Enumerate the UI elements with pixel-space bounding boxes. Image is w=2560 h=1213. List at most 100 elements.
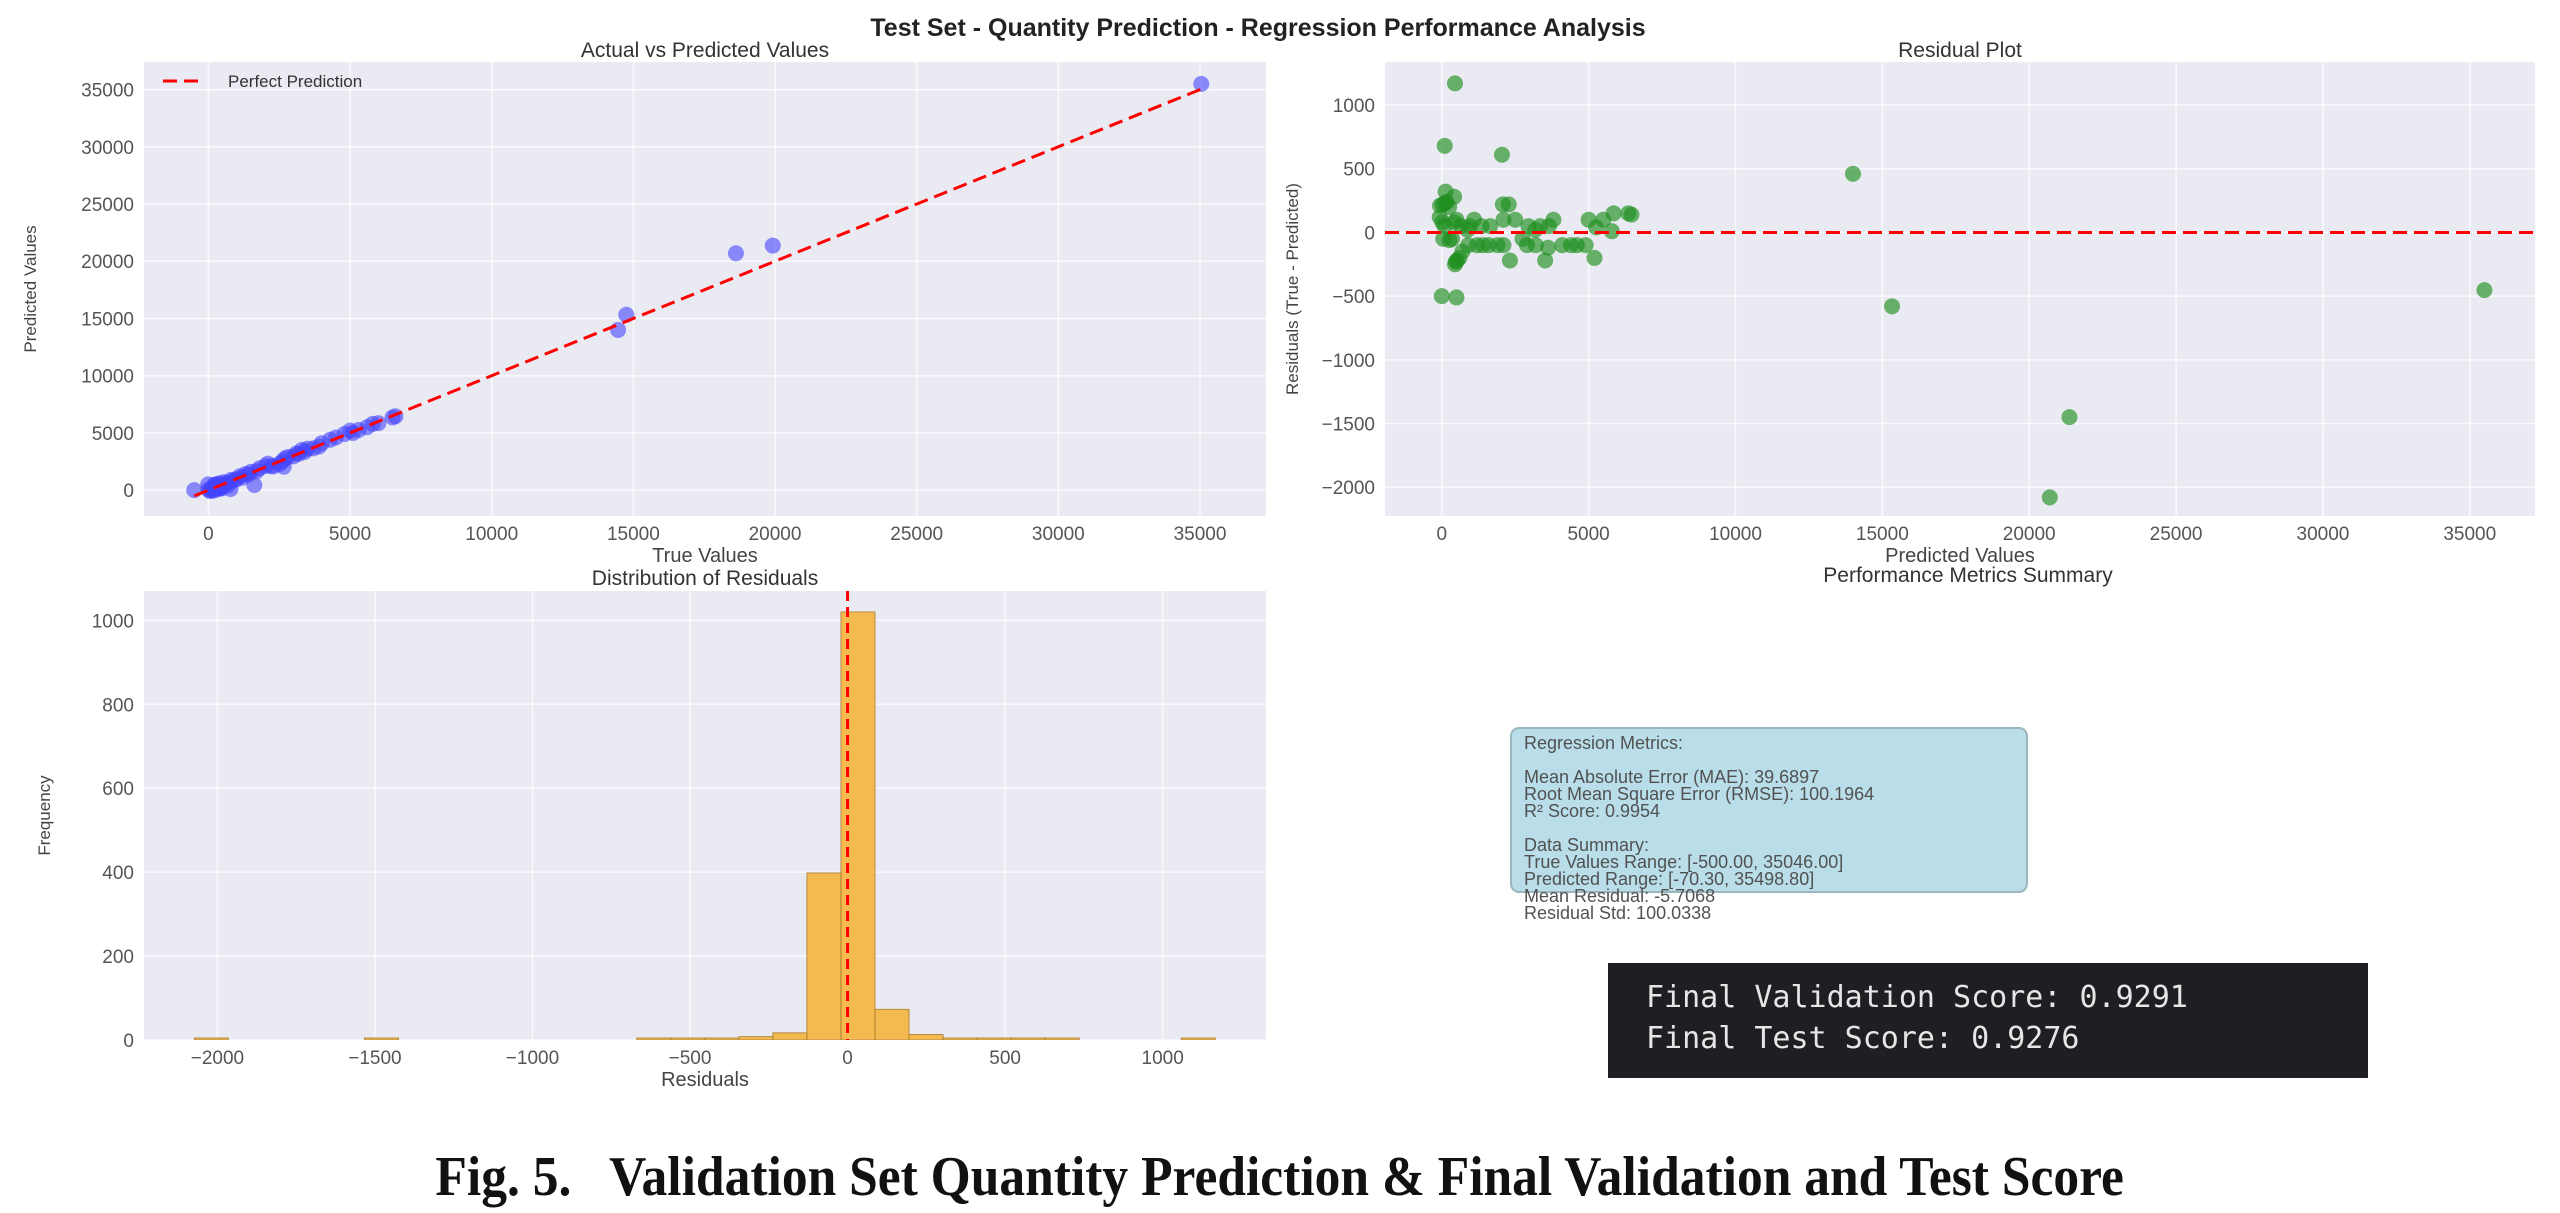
histogram-bar bbox=[193, 1037, 229, 1040]
residual-point bbox=[2061, 409, 2078, 426]
y-tick-label: 10000 bbox=[81, 367, 134, 388]
residual-point bbox=[1537, 252, 1554, 269]
residual-point bbox=[2041, 489, 2058, 506]
residual-point bbox=[1577, 237, 1594, 254]
y-tick-label: 500 bbox=[1343, 160, 1375, 181]
chart-0: 0 5000 10000 15000 20000 25000 30000 35000 0 5000… bbox=[21, 39, 1266, 567]
x-tick-label: 10000 bbox=[465, 524, 518, 545]
y-tick-label: −500 bbox=[1332, 287, 1375, 308]
x-tick-label: 20000 bbox=[2003, 524, 2056, 545]
y-tick-label: −2000 bbox=[1322, 478, 1375, 499]
residual-point bbox=[1500, 196, 1517, 213]
y-tick-label: 0 bbox=[1364, 223, 1375, 244]
x-axis-label: Residuals bbox=[661, 1069, 749, 1091]
y-tick-label: 200 bbox=[102, 947, 134, 968]
x-tick-label: 30000 bbox=[2297, 524, 2350, 545]
metrics-line: Predicted Range: [-70.30, 35498.80] bbox=[1524, 869, 1815, 889]
histogram-bar bbox=[772, 1032, 808, 1040]
residual-point bbox=[1884, 298, 1901, 315]
caption-text: Fig. 5. Validation Set Quantity Predicti… bbox=[435, 1146, 2125, 1208]
histogram-bar bbox=[704, 1037, 740, 1040]
y-tick-label: 20000 bbox=[81, 252, 134, 273]
residual-point bbox=[1436, 137, 1453, 154]
x-tick-label: 15000 bbox=[1856, 524, 1909, 545]
metrics-summary-box: Regression Metrics: Mean Absolute Error … bbox=[1510, 727, 2028, 922]
chart-title: Residual Plot bbox=[1898, 39, 2022, 62]
plot-content bbox=[186, 75, 1210, 499]
metrics-line: Residual Std: 100.0338 bbox=[1524, 903, 1712, 923]
histogram-bar bbox=[636, 1037, 672, 1040]
residual-point bbox=[1448, 289, 1465, 306]
x-tick-label: 20000 bbox=[749, 524, 802, 545]
residual-point bbox=[1605, 205, 1622, 222]
y-tick-label: 35000 bbox=[81, 81, 134, 102]
residual-point bbox=[1527, 237, 1544, 254]
residual-point bbox=[1432, 197, 1449, 214]
validation-score-line: Final Validation Score: 0.9291 bbox=[1646, 980, 2188, 1015]
chart-title: Distribution of Residuals bbox=[592, 567, 818, 590]
histogram-bar bbox=[942, 1037, 978, 1040]
residual-point bbox=[2476, 282, 2493, 299]
metrics-line: Regression Metrics: bbox=[1524, 733, 1684, 753]
histogram-bar bbox=[1010, 1037, 1046, 1040]
y-tick-label: 1000 bbox=[92, 611, 134, 632]
residual-point bbox=[1507, 211, 1524, 228]
y-tick-label: 15000 bbox=[81, 309, 134, 330]
plot-content bbox=[193, 591, 1216, 1040]
legend-label: Perfect Prediction bbox=[228, 72, 362, 91]
residual-point bbox=[1623, 206, 1640, 223]
histogram-bar bbox=[908, 1034, 944, 1040]
metrics-line: Root Mean Square Error (RMSE): 100.1964 bbox=[1524, 784, 1875, 804]
plot-content bbox=[1385, 75, 2535, 506]
terminal-output: Final Validation Score: 0.9291 Final Tes… bbox=[1608, 963, 2368, 1078]
residual-point bbox=[1482, 218, 1499, 235]
y-tick-label: 800 bbox=[102, 695, 134, 716]
histogram-bar bbox=[1180, 1037, 1216, 1040]
x-tick-label: 5000 bbox=[1567, 524, 1609, 545]
x-tick-label: 1000 bbox=[1142, 1048, 1184, 1069]
residual-point bbox=[1433, 288, 1450, 305]
y-axis-label: Frequency bbox=[35, 775, 54, 856]
scatter-point bbox=[610, 321, 627, 338]
y-axis-label: Predicted Values bbox=[21, 225, 40, 352]
x-tick-label: −1500 bbox=[348, 1048, 401, 1069]
residual-point bbox=[1447, 253, 1464, 270]
metrics-line: Mean Residual: -5.7068 bbox=[1524, 886, 1716, 906]
scatter-point bbox=[370, 415, 387, 432]
y-tick-label: 400 bbox=[102, 863, 134, 884]
scatter-point bbox=[1193, 75, 1210, 92]
test-score-line: Final Test Score: 0.9276 bbox=[1646, 1021, 2080, 1056]
y-tick-label: −1000 bbox=[1322, 351, 1375, 372]
y-axis-label: Residuals (True - Predicted) bbox=[1283, 183, 1302, 395]
x-tick-label: 0 bbox=[842, 1048, 853, 1069]
metrics-line: Mean Absolute Error (MAE): 39.6897 bbox=[1524, 767, 1820, 787]
x-axis-label: Predicted Values bbox=[1885, 545, 2035, 567]
scatter-point bbox=[727, 245, 744, 262]
x-tick-label: 5000 bbox=[329, 524, 371, 545]
histogram-bar bbox=[670, 1037, 706, 1040]
metrics-line: True Values Range: [-500.00, 35046.00] bbox=[1524, 852, 1844, 872]
residual-point bbox=[1493, 146, 1510, 163]
residual-point bbox=[1603, 223, 1620, 240]
x-tick-label: 500 bbox=[989, 1048, 1021, 1069]
y-tick-label: 0 bbox=[123, 1031, 134, 1052]
y-tick-label: 25000 bbox=[81, 195, 134, 216]
histogram-bar bbox=[364, 1037, 400, 1040]
y-tick-label: 30000 bbox=[81, 138, 134, 159]
x-tick-label: 15000 bbox=[607, 524, 660, 545]
y-tick-label: −1500 bbox=[1322, 415, 1375, 436]
y-tick-label: 600 bbox=[102, 779, 134, 800]
x-tick-label: 35000 bbox=[2443, 524, 2496, 545]
x-tick-label: 25000 bbox=[890, 524, 943, 545]
y-tick-label: 0 bbox=[123, 481, 134, 502]
residual-point bbox=[1540, 239, 1557, 256]
x-tick-label: −1000 bbox=[506, 1048, 559, 1069]
metrics-line: R² Score: 0.9954 bbox=[1524, 801, 1661, 821]
figure-suptitle: Test Set - Quantity Prediction - Regress… bbox=[870, 14, 1645, 42]
x-tick-label: 0 bbox=[203, 524, 214, 545]
perfect-prediction-line bbox=[193, 87, 1202, 498]
y-tick-label: 5000 bbox=[92, 424, 134, 445]
chart-2: −2000 −1500 −1000 −500 0 500 1000 0 200 400 600 800… bbox=[35, 567, 1266, 1091]
chart-title: Actual vs Predicted Values bbox=[581, 39, 829, 62]
